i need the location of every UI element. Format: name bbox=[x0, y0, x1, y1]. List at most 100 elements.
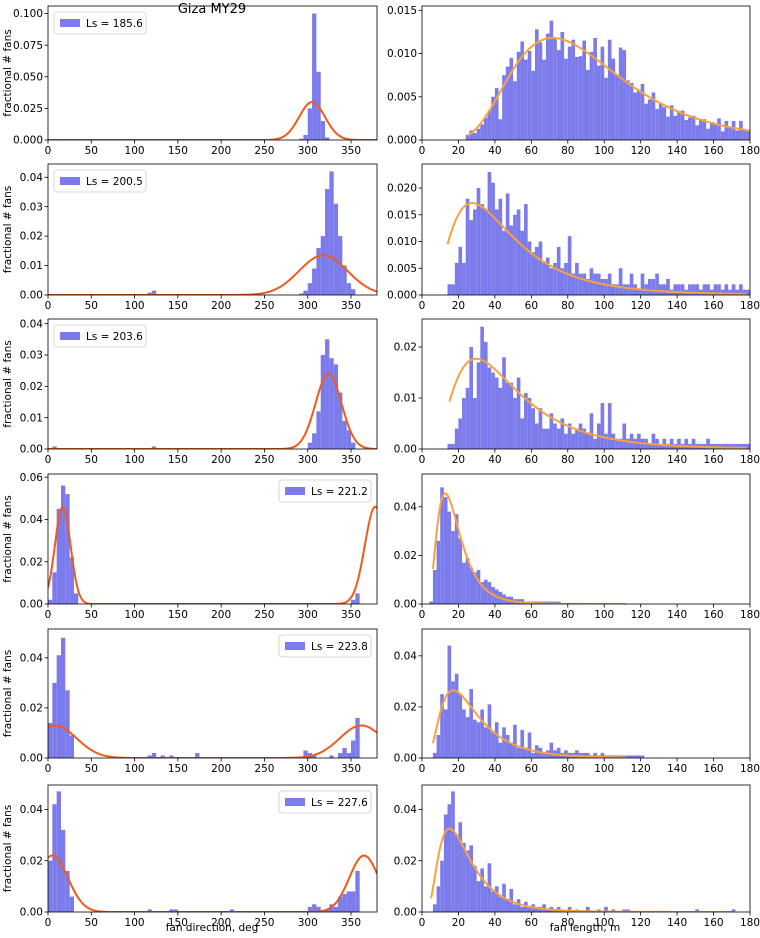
histogram-bar bbox=[498, 198, 503, 295]
histogram-bar bbox=[432, 904, 437, 912]
histogram-bar bbox=[509, 225, 514, 295]
histogram-bar bbox=[702, 119, 707, 140]
legend-label: Ls = 185.6 bbox=[86, 18, 143, 30]
histogram-bar bbox=[451, 681, 455, 758]
histogram-bar bbox=[571, 273, 576, 295]
histogram-bar bbox=[742, 443, 747, 449]
x-tick-label: 300 bbox=[298, 454, 318, 466]
histogram-bar bbox=[695, 284, 699, 295]
histogram-bar bbox=[731, 284, 736, 295]
histogram-bar bbox=[505, 382, 510, 449]
right-x-axis-label: fan length, m bbox=[550, 922, 621, 934]
histogram-bar bbox=[637, 755, 641, 758]
y-tick-label: 0.000 bbox=[13, 135, 43, 147]
histogram-bar bbox=[582, 40, 586, 140]
histogram-bar bbox=[351, 599, 356, 604]
x-tick-label: 80 bbox=[561, 763, 574, 775]
histogram-bar bbox=[688, 284, 692, 295]
x-tick-label: 300 bbox=[298, 763, 318, 775]
x-tick-label: 180 bbox=[740, 300, 760, 312]
histogram-bar bbox=[173, 909, 178, 912]
chart-panel-length-row-6: 0 20 40 60 80 100 120 140 160 180 0.00 0.02 0.04 bbox=[394, 784, 760, 929]
histogram-bar bbox=[329, 755, 334, 758]
x-tick-label: 160 bbox=[704, 609, 724, 621]
histogram-bar bbox=[596, 65, 601, 140]
histogram-bar bbox=[476, 128, 481, 140]
histogram-bar bbox=[746, 289, 750, 295]
histogram-bar bbox=[469, 130, 474, 140]
histogram-bar bbox=[746, 129, 750, 140]
x-tick-label: 50 bbox=[85, 145, 98, 157]
histogram-bar bbox=[691, 115, 696, 140]
y-tick-label: 0.075 bbox=[13, 40, 43, 52]
histogram-bar bbox=[520, 418, 525, 449]
histogram-bar bbox=[447, 804, 452, 912]
x-tick-label: 250 bbox=[254, 763, 274, 775]
histogram-bar bbox=[48, 599, 53, 604]
x-tick-label: 60 bbox=[525, 145, 538, 157]
histogram-bar bbox=[739, 443, 743, 449]
histogram-bar bbox=[487, 110, 492, 140]
x-tick-label: 180 bbox=[740, 609, 760, 621]
histogram-bar bbox=[637, 433, 641, 449]
histogram-bar bbox=[320, 236, 326, 295]
y-tick-label: 0.01 bbox=[20, 260, 43, 272]
histogram-bar bbox=[56, 655, 61, 758]
y-tick-label: 0.01 bbox=[394, 393, 417, 405]
x-tick-label: 80 bbox=[561, 454, 574, 466]
histogram-bar bbox=[440, 860, 444, 912]
x-tick-label: 160 bbox=[704, 145, 724, 157]
y-axis-label: fractional # fans bbox=[2, 650, 14, 737]
fit-curve bbox=[48, 254, 377, 295]
histogram-bar bbox=[604, 278, 608, 295]
histogram-bar bbox=[589, 413, 594, 449]
histogram-bar bbox=[56, 791, 61, 912]
x-tick-label: 160 bbox=[704, 917, 724, 929]
y-tick-label: 0.02 bbox=[20, 556, 43, 568]
fit-curve bbox=[446, 202, 747, 295]
x-tick-label: 200 bbox=[211, 609, 231, 621]
histogram-bar bbox=[147, 292, 152, 295]
histogram-bar bbox=[473, 719, 477, 758]
histogram-bar bbox=[52, 572, 57, 604]
histogram-bar bbox=[673, 115, 678, 140]
x-tick-label: 40 bbox=[488, 454, 501, 466]
x-tick-label: 350 bbox=[341, 917, 361, 929]
x-tick-label: 120 bbox=[631, 609, 651, 621]
x-tick-label: 20 bbox=[452, 763, 465, 775]
histogram-bar bbox=[575, 57, 579, 140]
x-tick-label: 180 bbox=[740, 145, 760, 157]
histogram-bar bbox=[717, 284, 721, 295]
histogram-bar bbox=[65, 494, 70, 604]
y-tick-label: 0.04 bbox=[394, 804, 418, 816]
histogram-bar bbox=[655, 108, 659, 140]
histogram-bar bbox=[520, 41, 525, 140]
histogram-bar bbox=[462, 842, 466, 912]
histogram-bar bbox=[553, 423, 557, 449]
histogram-bar bbox=[731, 443, 736, 449]
histogram-bar bbox=[742, 289, 747, 295]
x-tick-label: 0 bbox=[45, 300, 52, 312]
axes-frame bbox=[47, 784, 378, 913]
legend-swatch bbox=[60, 177, 80, 185]
histogram-bar bbox=[662, 284, 667, 295]
histogram-bar bbox=[560, 268, 565, 295]
y-tick-label: 0.02 bbox=[20, 703, 43, 715]
histogram-bar bbox=[502, 357, 506, 449]
histogram-bar bbox=[513, 724, 517, 758]
y-tick-label: 0.00 bbox=[20, 599, 43, 611]
x-tick-label: 250 bbox=[254, 145, 274, 157]
histogram-bar bbox=[303, 750, 308, 758]
histogram-bar bbox=[494, 88, 499, 140]
histogram-bar bbox=[709, 121, 714, 140]
fit-curve bbox=[448, 357, 747, 449]
chart-panel-length-row-1: 0 20 40 60 80 100 120 140 160 180 0.000 0.005 0.010 0… bbox=[387, 5, 760, 157]
histogram-bar bbox=[480, 124, 484, 140]
histogram-bar bbox=[647, 99, 652, 140]
axes-frame bbox=[421, 784, 751, 913]
histogram-bar bbox=[458, 418, 463, 449]
y-tick-label: 0.00 bbox=[20, 444, 43, 456]
histogram-bar bbox=[487, 172, 492, 295]
histogram-bar bbox=[436, 540, 441, 604]
histogram-bar bbox=[516, 899, 521, 912]
